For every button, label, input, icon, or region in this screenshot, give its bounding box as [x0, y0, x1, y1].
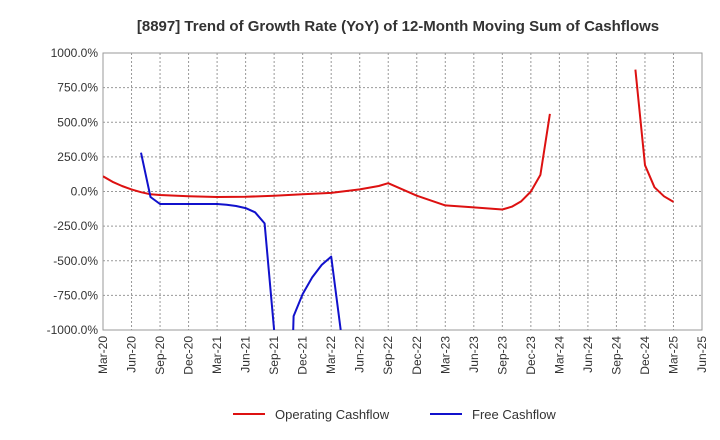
y-tick-label: -500.0%: [53, 254, 98, 268]
x-tick-label: Mar-25: [666, 336, 680, 374]
y-axis: 1000.0% 750.0% 500.0% 250.0% 0.0% -250.0% -500…: [47, 46, 99, 337]
y-tick-label: 250.0%: [57, 150, 98, 164]
x-tick-label: Mar-21: [210, 336, 224, 374]
x-tick-label: Sep-24: [609, 336, 623, 375]
chart-title: [8897] Trend of Growth Rate (YoY) of 12-…: [137, 18, 659, 35]
x-tick-label: Sep-22: [381, 336, 395, 375]
x-tick-label: Sep-20: [153, 336, 167, 375]
x-tick-label: Jun-23: [467, 336, 481, 373]
y-tick-label: 500.0%: [57, 115, 98, 129]
x-tick-label: Jun-24: [581, 336, 595, 373]
y-tick-label: -750.0%: [53, 288, 98, 302]
y-tick-label: -1000.0%: [47, 323, 99, 337]
plot-area: [102, 52, 703, 331]
x-tick-label: Dec-21: [296, 336, 310, 375]
x-tick-label: Jun-25: [695, 336, 709, 373]
x-tick-label: Dec-23: [524, 336, 538, 375]
series-line: [140, 152, 276, 330]
series-line: [634, 69, 675, 203]
x-tick-label: Mar-20: [96, 336, 110, 374]
x-tick-label: Sep-21: [267, 336, 281, 375]
legend: Operating Cashflow Free Cashflow: [233, 407, 556, 422]
x-tick-label: Jun-20: [125, 336, 139, 373]
y-tick-label: 750.0%: [57, 81, 98, 95]
x-tick-label: Dec-20: [182, 336, 196, 375]
x-axis: Mar-20 Jun-20 Sep-20 Dec-20 Mar-21 Jun-21 Sep-…: [96, 336, 709, 375]
series-line: [103, 113, 551, 211]
x-tick-label: Dec-24: [638, 336, 652, 375]
x-tick-label: Mar-24: [552, 336, 566, 374]
series-line: [292, 255, 342, 330]
y-tick-label: 1000.0%: [51, 46, 99, 60]
legend-label: Free Cashflow: [472, 407, 556, 422]
x-tick-label: Mar-23: [438, 336, 452, 374]
legend-label: Operating Cashflow: [275, 407, 390, 422]
x-tick-label: Sep-23: [495, 336, 509, 375]
x-tick-label: Dec-22: [410, 336, 424, 375]
y-tick-label: 0.0%: [71, 185, 99, 199]
x-tick-label: Mar-22: [324, 336, 338, 374]
series-layer: [103, 69, 675, 330]
x-tick-label: Jun-21: [239, 336, 253, 373]
y-tick-label: -250.0%: [53, 219, 98, 233]
x-tick-label: Jun-22: [353, 336, 367, 373]
plot-frame: [102, 52, 703, 331]
